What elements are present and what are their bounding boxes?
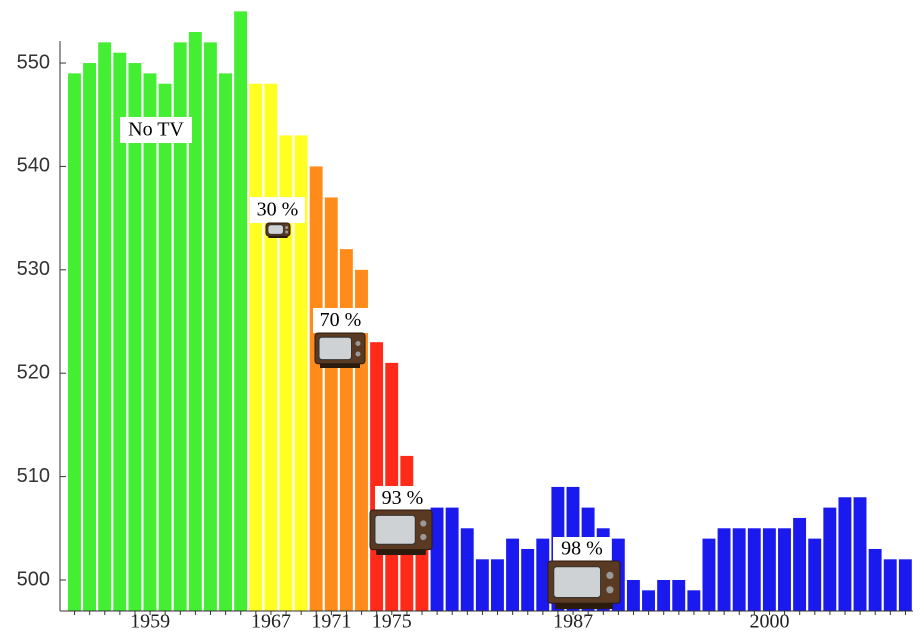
bar bbox=[460, 528, 474, 611]
tv-icon bbox=[369, 509, 433, 555]
bar bbox=[219, 73, 232, 612]
tv-icon bbox=[547, 560, 621, 609]
bar bbox=[521, 548, 535, 611]
bar bbox=[491, 559, 504, 611]
bar bbox=[339, 249, 353, 611]
bar bbox=[249, 83, 263, 612]
bar bbox=[83, 63, 97, 612]
tv-screen bbox=[553, 566, 602, 598]
bar bbox=[143, 73, 157, 612]
x-tick-label: 1971 bbox=[311, 611, 351, 633]
bar bbox=[68, 73, 81, 612]
bar bbox=[672, 579, 686, 611]
tv-screen bbox=[374, 514, 416, 545]
bar bbox=[868, 548, 882, 611]
bar bbox=[747, 528, 761, 611]
bar bbox=[294, 135, 308, 611]
bar bbox=[793, 517, 807, 611]
tv-icon bbox=[265, 222, 291, 238]
annotation: No TV bbox=[128, 119, 184, 141]
bar bbox=[506, 538, 520, 611]
bar bbox=[445, 507, 459, 611]
bar bbox=[113, 52, 127, 611]
x-tick-label: 1987 bbox=[553, 611, 593, 633]
bar bbox=[173, 42, 187, 611]
tv-foot bbox=[268, 236, 288, 238]
y-tick-label: 520 bbox=[17, 361, 50, 383]
bar bbox=[370, 342, 384, 611]
bar bbox=[626, 579, 640, 611]
annotation-box bbox=[120, 117, 192, 143]
annotation-box bbox=[313, 308, 368, 333]
bar bbox=[158, 83, 172, 612]
annotation-box bbox=[553, 537, 611, 561]
annotation: 30 % bbox=[257, 199, 299, 221]
annotation: 70 % bbox=[320, 309, 362, 331]
bar bbox=[702, 538, 716, 611]
tv-knob bbox=[420, 533, 427, 541]
bar bbox=[430, 507, 444, 611]
bar bbox=[279, 135, 293, 611]
bar bbox=[264, 83, 278, 612]
tv-foot bbox=[555, 603, 613, 609]
tv-foot bbox=[320, 363, 360, 368]
bar bbox=[808, 538, 822, 611]
bar bbox=[762, 528, 776, 611]
x-tick-label: 1959 bbox=[130, 611, 170, 633]
x-tick-label: 2000 bbox=[749, 611, 789, 633]
bar bbox=[657, 579, 671, 611]
x-tick-label: 1975 bbox=[372, 611, 412, 633]
bar bbox=[853, 497, 867, 611]
tv-knob bbox=[420, 520, 427, 527]
tv-knob bbox=[606, 571, 614, 580]
tv-knob bbox=[285, 226, 289, 229]
bar bbox=[642, 590, 655, 611]
y-tick-label: 500 bbox=[17, 568, 50, 590]
bar bbox=[324, 197, 338, 611]
bar bbox=[732, 528, 746, 611]
x-tick-label: 1967 bbox=[251, 611, 291, 633]
bar bbox=[823, 507, 837, 611]
bar bbox=[687, 590, 701, 611]
tv-foot bbox=[376, 549, 426, 555]
tv-knob bbox=[355, 341, 361, 346]
y-tick-label: 510 bbox=[17, 465, 50, 487]
bar bbox=[234, 11, 248, 611]
bar bbox=[536, 538, 550, 611]
bar bbox=[778, 528, 791, 611]
bar bbox=[883, 559, 897, 611]
tv-screen bbox=[267, 224, 285, 235]
annotation-box bbox=[250, 197, 305, 223]
tv-icon bbox=[314, 332, 366, 368]
bar bbox=[898, 559, 912, 611]
y-tick-label: 530 bbox=[17, 258, 50, 280]
tv-screen bbox=[318, 336, 352, 361]
bar bbox=[838, 497, 852, 611]
bar bbox=[98, 42, 112, 611]
bar bbox=[128, 63, 142, 612]
bar bbox=[309, 166, 323, 612]
annotation: 98 % bbox=[561, 538, 603, 560]
bar bbox=[475, 559, 489, 611]
bar bbox=[188, 32, 202, 611]
y-tick-label: 550 bbox=[17, 51, 50, 73]
bar bbox=[203, 42, 217, 611]
tv-knob bbox=[606, 586, 614, 594]
annotation-box bbox=[375, 486, 430, 511]
annotation: 93 % bbox=[382, 487, 424, 509]
tv-knob bbox=[285, 230, 289, 234]
tv-knob bbox=[355, 351, 361, 357]
y-tick-label: 540 bbox=[17, 155, 50, 177]
bar bbox=[717, 528, 731, 611]
